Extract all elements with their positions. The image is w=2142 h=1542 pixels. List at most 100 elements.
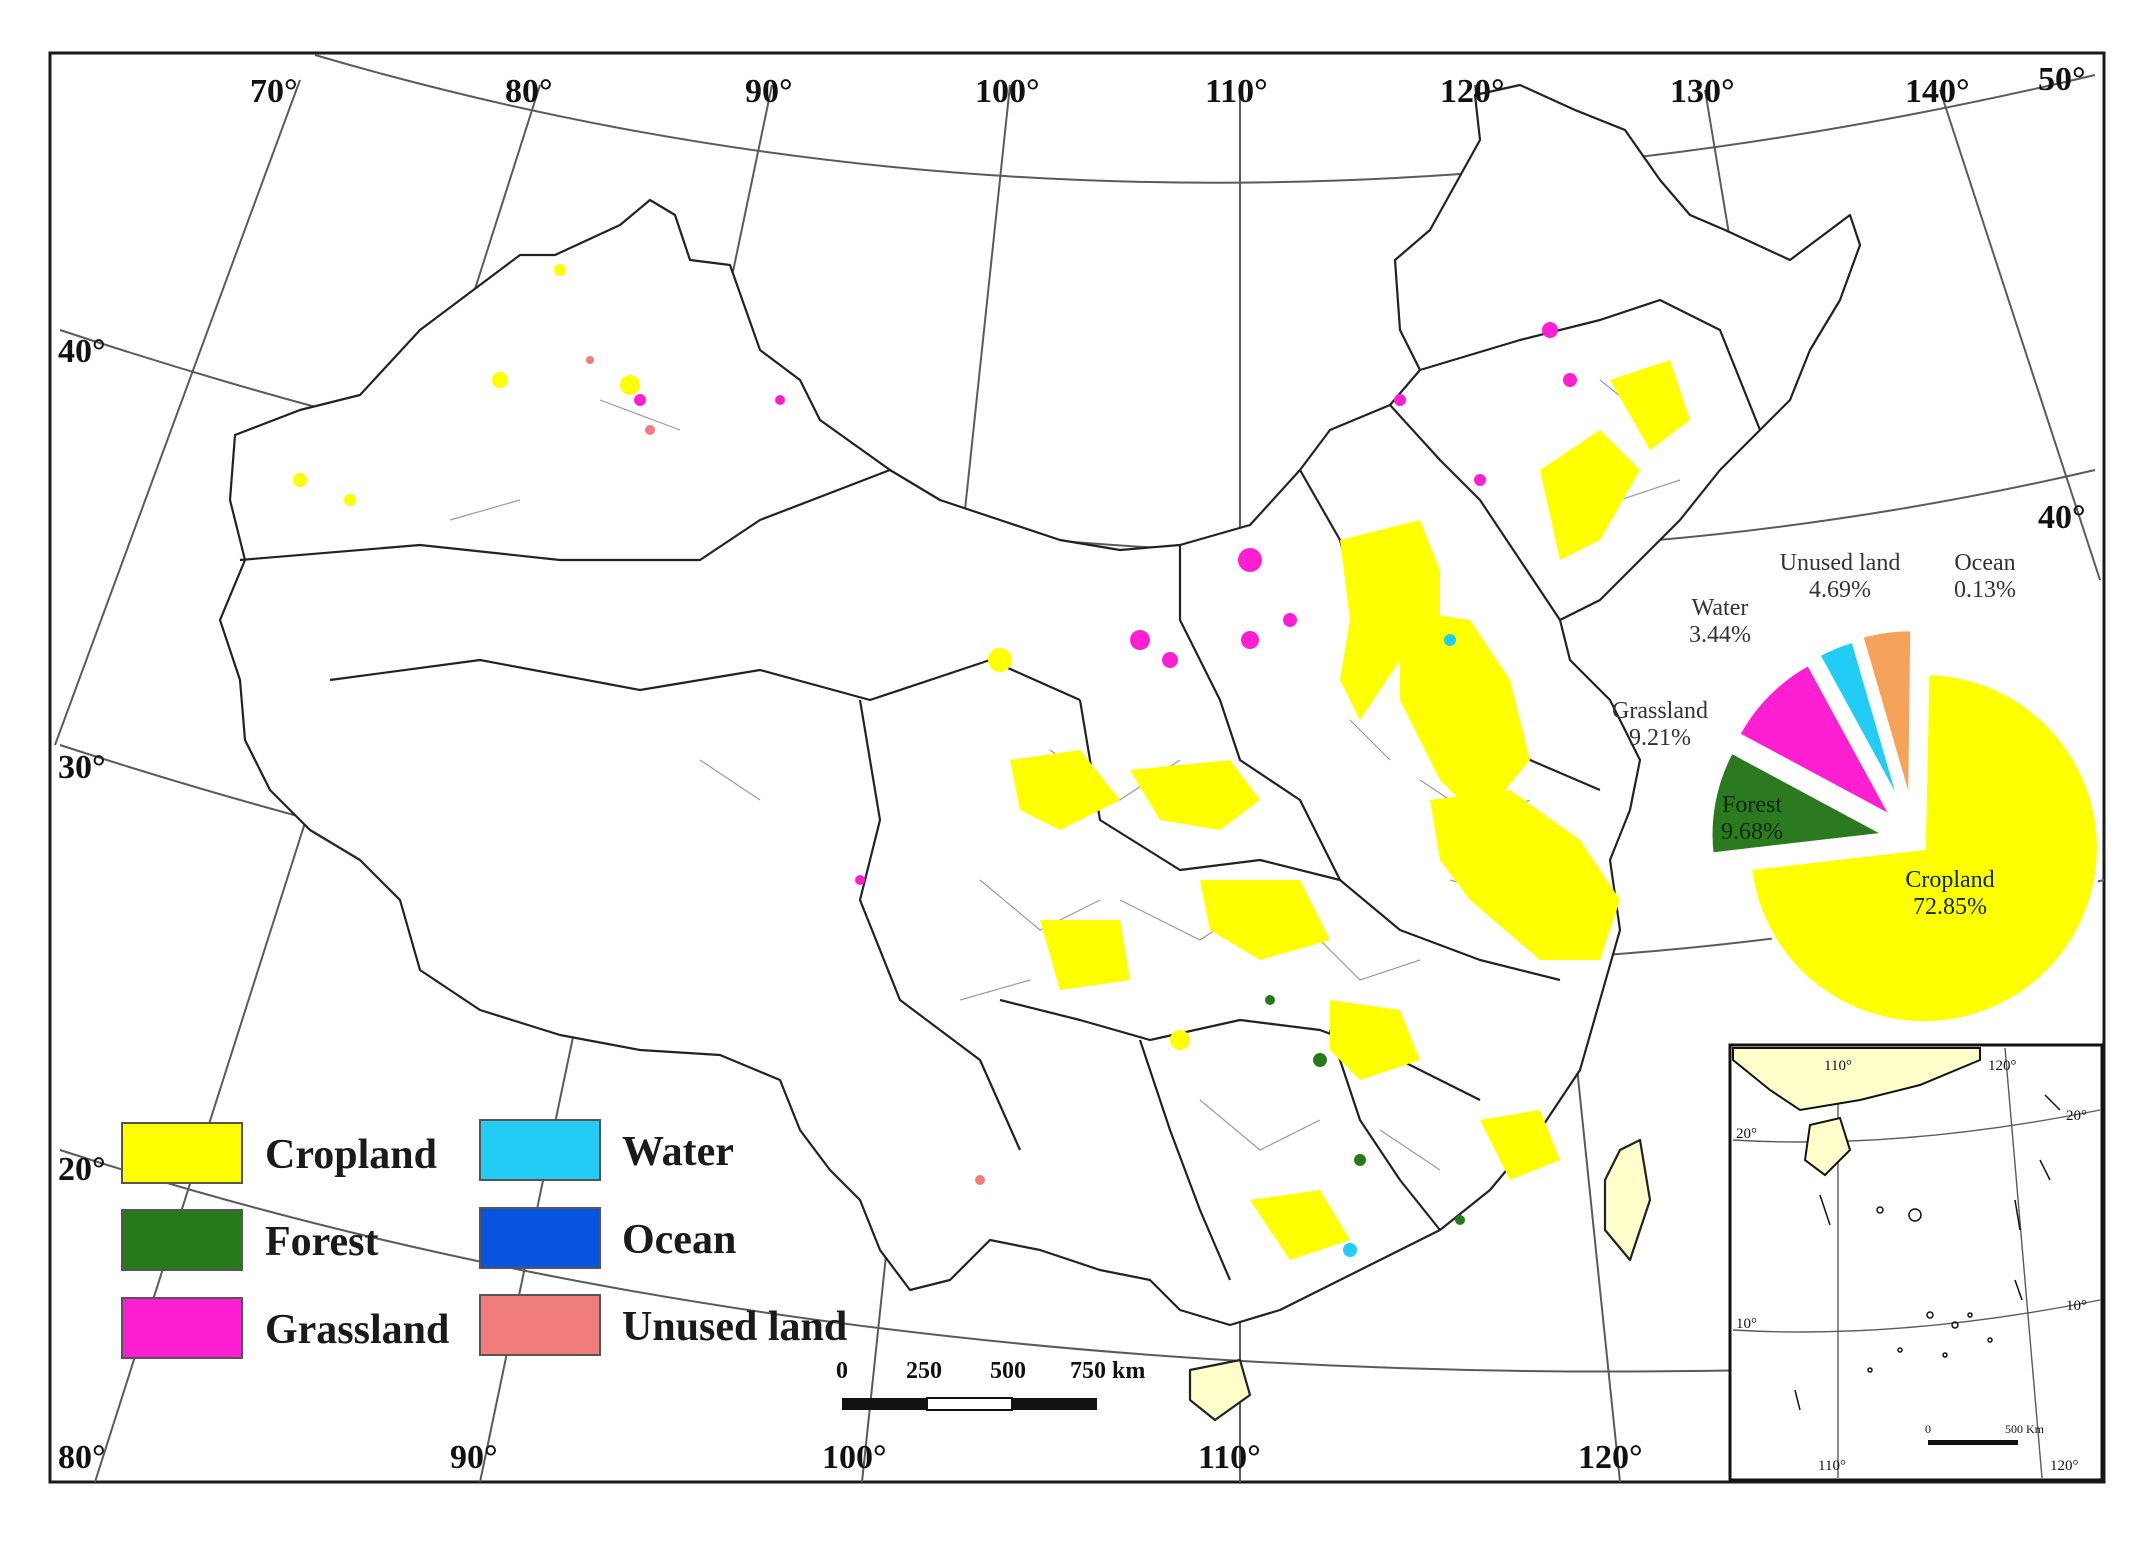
pie-percent-ocean: 0.13% [1954,577,2016,603]
inset-map: 110° 120° 110° 120° 20° 10° 20° 10° 0 50… [1728,1043,2104,1482]
scale-label-750km: 750 km [1070,1358,1145,1384]
right-lat-label-40: 40° [2038,499,2086,536]
pie-label-cropland: Cropland [1905,867,1994,893]
pie-slice-water [1815,638,1904,810]
inset-grid-lat-10 [1732,1299,2101,1333]
province-border-c [858,699,1022,1151]
pie-label-ocean: Ocean [1954,550,2015,576]
legend: Cropland Forest Grassland Water Ocean Un… [121,1119,847,1359]
left-lat-label-30: 30° [58,749,106,786]
inset-left-label-10: 10° [1736,1316,1757,1332]
latitude-line-20 [59,1149,1761,1373]
top-lon-label-110: 110° [1205,73,1268,110]
china-land-mass [218,83,1862,1422]
pie-percent-cropland: 72.85% [1913,894,1987,920]
top-lon-label-140: 140° [1905,73,1970,110]
inset-top-label-120: 120° [1988,1058,2017,1074]
grassland-patches [634,322,1577,885]
inset-scale-label-500km: 500 Km [2005,1422,2045,1436]
pie-slice-forest [1708,748,1893,857]
inset-grid-lat-20 [1732,1109,2101,1143]
province-border-k [1389,404,1561,621]
top-lon-label-70: 70° [250,73,298,110]
pie-percent-forest: 9.68% [1721,819,1783,845]
province-border-e [1178,545,1341,881]
inset-scale-bar [1928,1440,2018,1445]
pie-percent-grassland: 9.21% [1629,725,1691,751]
top-lon-label-120: 120° [1440,73,1505,110]
inset-frame [1728,1043,2104,1482]
legend-swatch-forest [121,1209,243,1271]
legend-label-ocean: Ocean [622,1217,736,1263]
province-border-j [1419,298,1762,431]
inset-bottom-label-120: 120° [2050,1458,2079,1474]
legend-swatch-ocean [479,1207,601,1269]
bottom-lon-label-80: 80° [58,1439,106,1476]
bottom-lon-label-90: 90° [450,1439,498,1476]
latitude-line-50 [314,54,2096,184]
left-lat-label-40: 40° [58,333,106,370]
pie-slice-ocean [1913,632,1922,811]
forest-patches [1265,995,1465,1225]
scale-bar: 0 250 500 750 km [836,1358,1145,1411]
right-lat-label-50: 50° [2038,61,2086,98]
scale-segment-1 [842,1398,927,1410]
legend-swatch-grassland [121,1297,243,1359]
pie-slice-grassland [1735,661,1898,823]
legend-label-unused-land: Unused land [622,1304,847,1350]
scale-segment-2 [926,1397,1013,1411]
legend-swatch-water [479,1119,601,1181]
top-lon-label-100: 100° [975,73,1040,110]
pie-percent-water: 3.44% [1689,622,1751,648]
legend-label-cropland: Cropland [265,1132,437,1178]
inset-top-label-110: 110° [1824,1058,1852,1074]
bottom-lon-label-100: 100° [822,1439,887,1476]
pie-label-unused-land: Unused land [1780,550,1901,576]
scale-label-500: 500 [990,1358,1026,1384]
top-lon-label-80: 80° [505,73,553,110]
province-border-i [1328,1029,1441,1231]
legend-label-water: Water [622,1129,734,1175]
inset-right-label-20: 20° [2066,1108,2087,1124]
pie-slice-cropland [1747,671,2101,1026]
longitude-line-70 [54,79,301,746]
inset-bottom-label-110: 110° [1818,1458,1846,1474]
legend-label-grassland: Grassland [265,1307,449,1353]
inset-grid-lon-120 [2004,1047,2043,1479]
legend-swatch-unused-land [479,1294,601,1356]
pie-label-grassland: Grassland [1612,698,1708,724]
bottom-lon-label-120: 120° [1578,1439,1643,1476]
pie-label-water: Water [1692,595,1749,621]
inset-hainan [1803,1116,1852,1177]
province-border-h [1138,1039,1232,1281]
province-border-d [1078,699,1561,982]
longitude-line-140 [1939,89,2101,581]
taiwan-island [1603,1138,1652,1262]
top-lon-label-90: 90° [745,73,793,110]
inset-coastline [1732,1047,1981,1112]
left-lat-label-20: 20° [58,1151,106,1188]
legend-label-forest: Forest [265,1219,379,1265]
hainan-island [1188,1358,1252,1422]
inset-scale-label-0: 0 [1925,1422,1931,1436]
coordinate-labels: 70° 80° 90° 100° 110° 120° 130° 140° 80°… [58,61,2086,1476]
water-patches [1343,634,1456,1257]
pie-label-forest: Forest [1722,792,1782,818]
inset-islands [1794,1094,2061,1411]
top-lon-label-130: 130° [1670,73,1735,110]
cropland-patches [293,264,1690,1260]
scale-label-250: 250 [906,1358,942,1384]
scale-label-0: 0 [836,1358,848,1384]
unused-land-patches [586,356,985,1185]
inset-right-label-10: 10° [2066,1298,2087,1314]
pie-slice-unused-land [1858,627,1915,805]
scale-segment-3 [1012,1398,1097,1410]
inset-left-label-20: 20° [1736,1126,1757,1142]
legend-swatch-cropland [121,1122,243,1184]
pie-percent-unused-land: 4.69% [1809,577,1871,603]
map-frame [48,51,2106,1484]
bottom-lon-label-110: 110° [1198,1439,1261,1476]
province-border-a [239,468,891,562]
